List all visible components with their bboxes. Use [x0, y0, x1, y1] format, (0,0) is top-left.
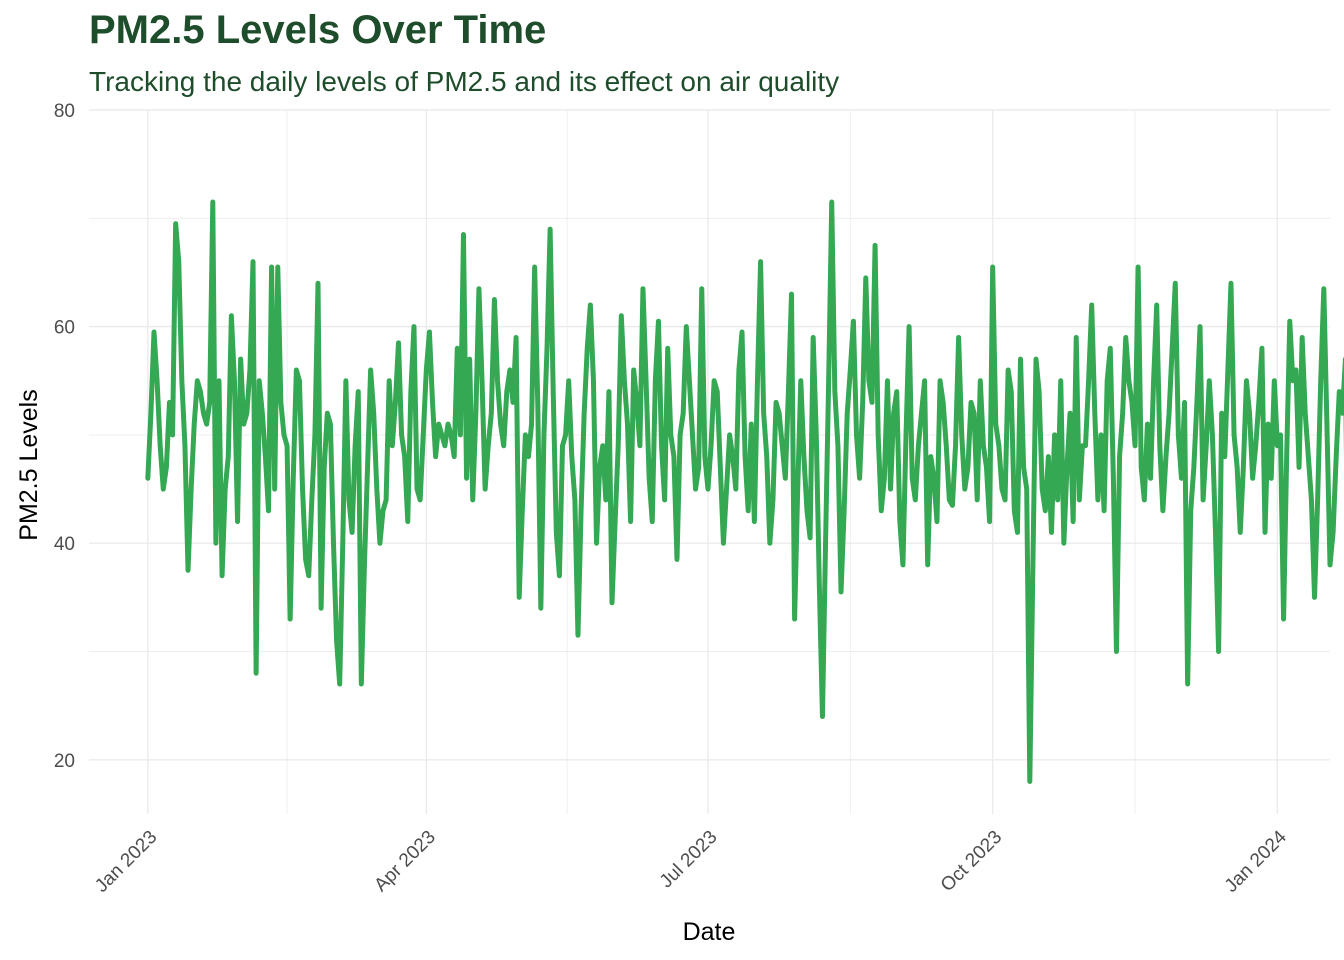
chart-title: PM2.5 Levels Over Time: [89, 8, 547, 52]
x-tick-label: Jan 2023: [91, 827, 161, 897]
series-layer: [145, 199, 1344, 785]
x-tick-labels: Jan 2023 Apr 2023 Jul 2023 Oct 2023 Jan 2024: [91, 826, 1291, 896]
chart-subtitle: Tracking the daily levels of PM2.5 and i…: [89, 66, 840, 97]
x-tick-label: Apr 2023: [370, 827, 439, 896]
x-axis-title: Date: [683, 918, 736, 946]
y-tick-label: 40: [54, 534, 75, 555]
grid-minor: [89, 110, 1330, 814]
x-tick-label: Oct 2023: [937, 827, 1006, 896]
y-tick-label: 80: [54, 101, 75, 122]
x-tick-label: Jan 2024: [1221, 826, 1291, 896]
series-line: [145, 199, 1344, 785]
y-tick-label: 20: [54, 751, 75, 772]
x-tick-label: Jul 2023: [656, 827, 722, 893]
y-tick-labels: 20 40 60 80: [54, 101, 75, 772]
y-axis-title: PM2.5 Levels: [15, 389, 43, 540]
y-tick-label: 60: [54, 318, 75, 339]
